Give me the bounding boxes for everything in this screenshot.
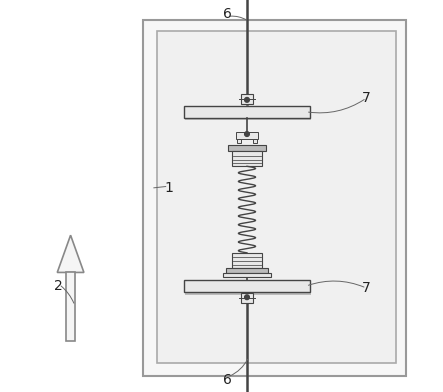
Circle shape xyxy=(245,98,249,102)
Text: 6: 6 xyxy=(223,373,232,387)
Circle shape xyxy=(245,295,249,299)
Circle shape xyxy=(245,132,249,136)
Text: 2: 2 xyxy=(54,279,63,293)
Bar xyxy=(186,291,311,295)
Bar xyxy=(226,268,268,273)
Bar xyxy=(143,20,406,376)
Bar xyxy=(241,94,253,104)
Bar xyxy=(253,139,256,143)
Bar xyxy=(157,31,396,363)
Bar xyxy=(232,253,262,268)
Polygon shape xyxy=(57,235,84,272)
Bar xyxy=(184,106,310,118)
Bar xyxy=(223,273,271,277)
Bar xyxy=(228,145,266,151)
Text: 7: 7 xyxy=(362,91,371,105)
Bar xyxy=(186,117,311,120)
Text: 6: 6 xyxy=(223,7,232,21)
Text: 7: 7 xyxy=(362,281,371,295)
Bar xyxy=(184,280,310,292)
Text: 1: 1 xyxy=(164,181,173,195)
Bar xyxy=(66,272,75,341)
Bar xyxy=(237,139,241,143)
Bar xyxy=(236,132,258,139)
Bar xyxy=(241,293,253,303)
Bar xyxy=(232,151,262,166)
